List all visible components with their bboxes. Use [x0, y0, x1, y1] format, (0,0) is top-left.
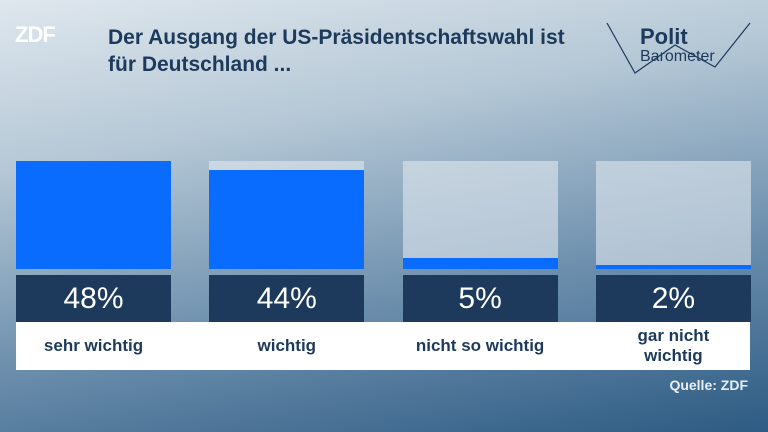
bar-track	[595, 161, 751, 269]
brand-bottom: Barometer	[640, 48, 715, 65]
label-strip	[16, 322, 750, 370]
category-label: nicht so wichtig	[415, 336, 545, 355]
bar	[16, 161, 171, 269]
category-label: gar nicht wichtig	[637, 326, 710, 365]
brand-line	[606, 22, 751, 74]
value-label: 44%	[209, 275, 365, 322]
bar	[402, 257, 558, 269]
brand-top: Polit	[640, 24, 688, 49]
category-label: wichtig	[257, 336, 317, 355]
chart-title: Der Ausgang der US-Präsidentschaftswahl …	[108, 26, 565, 76]
bar	[595, 264, 751, 269]
value-label: 48%	[16, 275, 171, 322]
value-label: 5%	[402, 275, 558, 322]
bar-track	[402, 161, 558, 269]
value-label: 2%	[595, 275, 751, 322]
source: Quelle: ZDF	[669, 377, 748, 393]
category-label: sehr wichtig	[43, 336, 144, 355]
logo: ZDF	[15, 22, 56, 47]
bar	[209, 170, 365, 269]
